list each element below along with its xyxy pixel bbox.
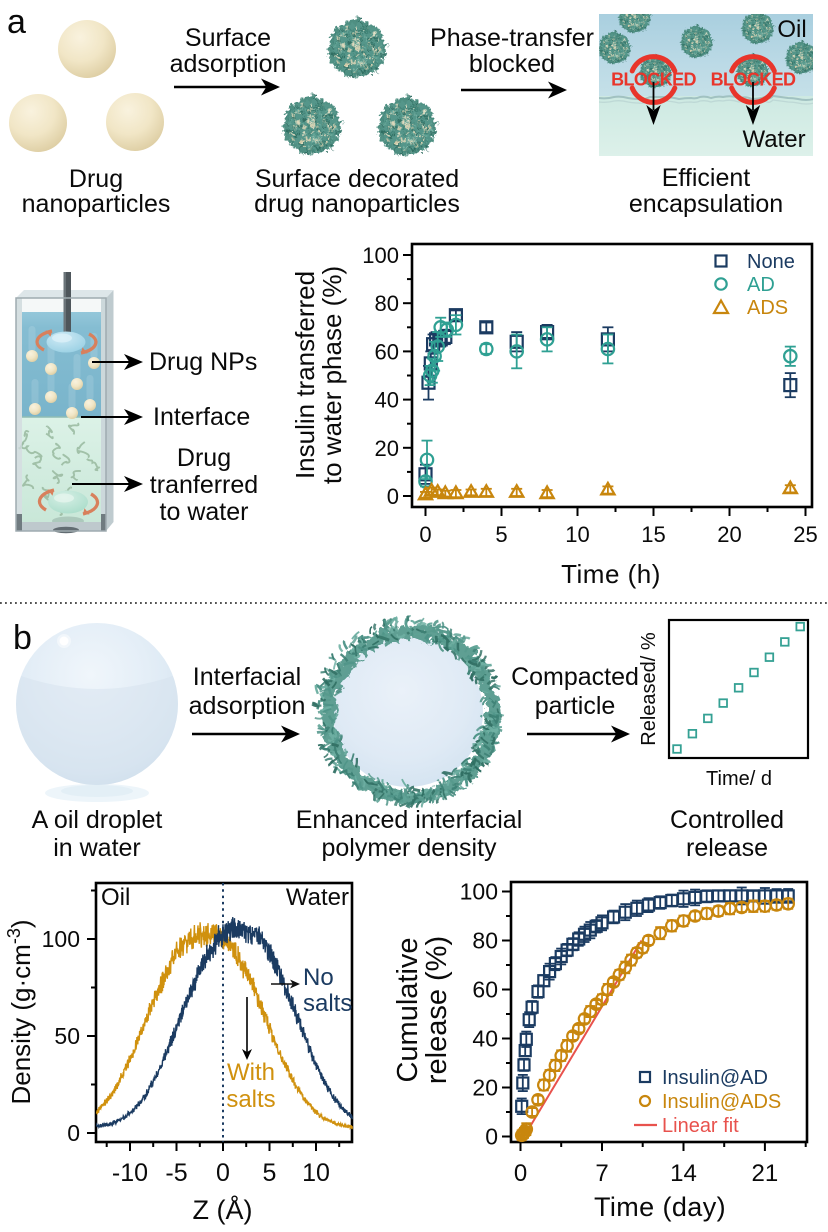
svg-text:BLOCKED: BLOCKED [711, 70, 796, 90]
svg-text:Phase-transfer: Phase-transfer [430, 24, 594, 52]
svg-text:Time/ d: Time/ d [706, 768, 772, 790]
svg-text:60: 60 [375, 339, 399, 364]
svg-text:ADS: ADS [747, 297, 788, 319]
svg-text:adsorption: adsorption [170, 50, 287, 78]
svg-text:20: 20 [375, 436, 399, 461]
svg-text:blocked: blocked [469, 50, 555, 78]
svg-text:100: 100 [42, 926, 80, 952]
svg-text:None: None [747, 251, 795, 273]
svg-text:10: 10 [302, 1159, 330, 1187]
svg-text:80: 80 [472, 928, 498, 954]
svg-text:20: 20 [717, 522, 741, 547]
svg-text:20: 20 [472, 1075, 498, 1101]
svg-text:Oil: Oil [777, 16, 806, 43]
svg-text:7: 7 [595, 1160, 608, 1187]
svg-text:Insulin transferred: Insulin transferred [290, 271, 320, 479]
svg-text:A oil droplet: A oil droplet [32, 806, 163, 834]
svg-text:0: 0 [387, 484, 399, 509]
svg-text:-5: -5 [165, 1159, 187, 1187]
svg-text:100: 100 [460, 879, 498, 905]
svg-text:BLOCKED: BLOCKED [611, 70, 696, 90]
svg-text:Water: Water [286, 884, 349, 911]
svg-text:No: No [303, 964, 334, 991]
svg-text:to water: to water [160, 498, 249, 526]
svg-text:to water phase (%): to water phase (%) [317, 266, 347, 484]
svg-text:40: 40 [472, 1026, 498, 1052]
svg-text:Insulin@AD: Insulin@AD [662, 1067, 768, 1089]
svg-text:Drug NPs: Drug NPs [149, 348, 257, 376]
svg-text:Time (h): Time (h) [561, 559, 661, 589]
svg-text:Surface decorated: Surface decorated [255, 165, 459, 193]
svg-text:0: 0 [514, 1160, 527, 1187]
svg-text:release: release [686, 834, 768, 862]
svg-text:Controlled: Controlled [670, 806, 784, 834]
svg-text:in water: in water [53, 834, 141, 862]
svg-text:Water: Water [742, 126, 805, 153]
svg-text:-10: -10 [112, 1159, 148, 1187]
svg-text:With: With [227, 1059, 275, 1086]
svg-text:Oil: Oil [101, 884, 130, 911]
svg-text:Drug: Drug [177, 444, 231, 472]
svg-text:40: 40 [375, 388, 399, 413]
svg-text:5: 5 [263, 1159, 277, 1187]
svg-text:14: 14 [670, 1160, 697, 1187]
svg-text:b: b [13, 619, 32, 657]
svg-text:10: 10 [565, 522, 589, 547]
svg-text:Linear fit: Linear fit [662, 1115, 739, 1137]
svg-text:drug nanoparticles: drug nanoparticles [254, 190, 460, 218]
svg-text:Interface: Interface [153, 403, 250, 431]
svg-text:encapsulation: encapsulation [629, 190, 783, 218]
svg-text:25: 25 [793, 522, 817, 547]
svg-text:100: 100 [362, 243, 399, 268]
svg-text:Interfacial: Interfacial [193, 663, 301, 691]
svg-text:50: 50 [54, 1023, 80, 1049]
svg-text:adsorption: adsorption [189, 692, 306, 720]
svg-text:tranferred: tranferred [150, 471, 258, 499]
svg-text:Efficient: Efficient [662, 164, 751, 192]
svg-text:0: 0 [216, 1159, 230, 1187]
svg-text:0: 0 [419, 522, 431, 547]
svg-text:AD: AD [747, 274, 775, 296]
svg-text:80: 80 [375, 291, 399, 316]
svg-text:5: 5 [495, 522, 507, 547]
svg-text:Density (g·cm-3): Density (g·cm-3) [4, 919, 36, 1104]
svg-text:Cumulative: Cumulative [392, 937, 424, 1082]
svg-text:0: 0 [485, 1124, 498, 1150]
svg-text:0: 0 [67, 1120, 80, 1146]
svg-text:Time (day): Time (day) [594, 1192, 726, 1222]
svg-text:Drug: Drug [69, 165, 123, 193]
svg-text:Insulin@ADS: Insulin@ADS [662, 1091, 781, 1113]
svg-text:release (%): release (%) [421, 936, 453, 1084]
svg-text:15: 15 [641, 522, 665, 547]
svg-text:Released/ %: Released/ % [638, 632, 660, 746]
svg-text:Z (Å): Z (Å) [193, 1194, 253, 1225]
svg-text:Surface: Surface [185, 24, 271, 52]
svg-text:21: 21 [752, 1160, 779, 1187]
svg-text:a: a [7, 3, 26, 41]
svg-text:particle: particle [535, 692, 616, 720]
svg-text:Enhanced interfacial: Enhanced interfacial [296, 806, 523, 834]
svg-text:Compacted: Compacted [511, 663, 639, 691]
svg-text:nanoparticles: nanoparticles [22, 190, 171, 218]
svg-text:salts: salts [303, 990, 352, 1017]
svg-text:polymer density: polymer density [321, 834, 497, 862]
svg-text:salts: salts [226, 1086, 275, 1113]
svg-text:60: 60 [472, 977, 498, 1003]
